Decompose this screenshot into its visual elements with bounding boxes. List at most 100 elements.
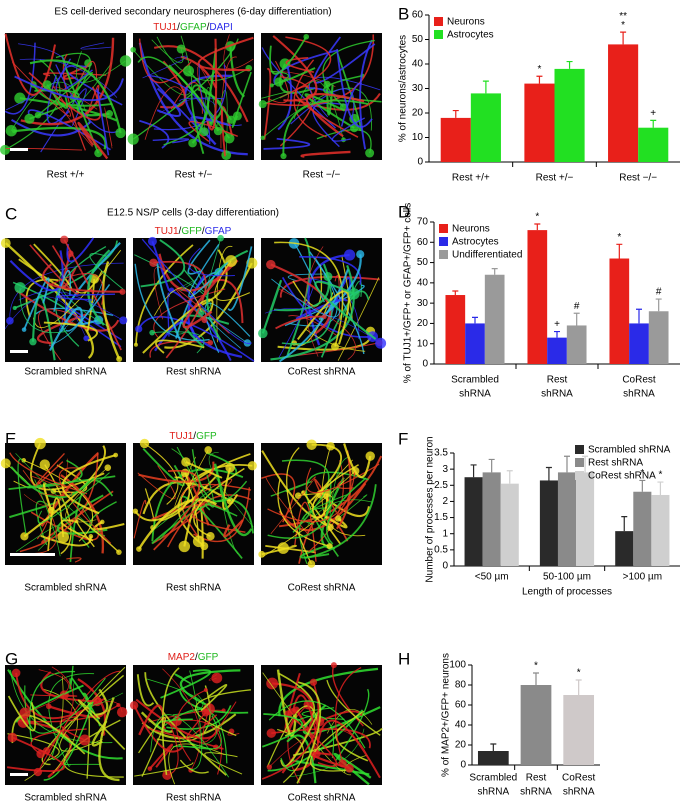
cell [303,34,309,40]
cell [89,534,94,539]
cell [181,457,190,466]
error-bar [576,680,582,695]
cell [12,669,21,678]
x-tick-label: <50 µm [475,572,509,583]
y-tick-label: 0 [460,760,466,771]
image-caption: CoRest shRNA [288,583,356,594]
y-tick-label: 20 [455,740,467,751]
legend-label: Undifferentiated [452,250,522,261]
scale-bar [10,553,55,556]
cell [204,688,208,692]
y-tick-label: 0.5 [434,544,448,555]
x-tick-label: Rest +/+ [452,173,490,184]
bar [567,325,587,364]
cell [120,55,131,66]
y-tick-label: 1 [442,528,448,539]
legend-swatch [575,471,584,480]
panel-letter: H [398,649,410,668]
stain-part: TUJ1 [153,22,177,33]
x-tick-label: shRNA [563,787,595,798]
cell [115,128,125,138]
cell [148,766,153,771]
cell [214,127,223,136]
x-tick-label: shRNA [541,389,573,400]
cell [202,709,210,717]
cell [34,768,42,776]
legend-label: Rest shRNA [588,458,643,469]
cell [290,708,297,715]
cell [130,701,138,709]
cell [119,289,125,295]
image-caption: CoRest shRNA [288,367,356,378]
y-tick-label: 10 [417,338,429,349]
bar [576,472,594,566]
bar [527,230,547,364]
image-caption: Scrambled shRNA [24,583,107,594]
y-tick-label: 70 [417,217,429,228]
cell [22,327,27,332]
cell [1,238,11,248]
cell [79,734,90,745]
cell [348,288,359,299]
cell [339,759,347,767]
bar [521,685,552,765]
image-caption: Rest +/− [175,170,213,181]
error-bar [616,244,622,258]
cell [267,764,272,769]
cell [130,47,136,53]
cell [106,110,113,117]
error-bar [472,317,478,323]
cell [292,340,297,345]
significance-mark: * [617,232,621,243]
cell [261,136,265,140]
error-bar [621,517,627,532]
cell [322,314,327,319]
error-bar [546,468,552,481]
y-axis-label: Number of processes per neuron [425,436,436,582]
legend-label: Neurons [452,224,490,235]
cell [331,662,337,668]
panel-letter: C [5,204,17,223]
legend-swatch [439,250,448,259]
panel-title: E12.5 NS/P cells (3-day differentiation) [107,208,279,219]
cell [128,134,139,145]
significance-mark: # [574,301,580,312]
x-tick-label: CoRest [562,773,596,784]
bar [501,484,519,566]
cell [345,764,354,773]
bar [485,275,505,364]
cell [136,546,142,552]
error-bar [507,471,513,484]
cell [104,464,111,471]
y-tick-label: 100 [449,660,466,671]
cell [93,697,102,706]
x-tick-label: CoRest [622,375,656,386]
bar [608,44,638,162]
cell [8,733,18,743]
cell [43,80,52,89]
bar [524,84,554,162]
bar [445,295,465,364]
error-bar [620,32,626,44]
image-caption: CoRest shRNA [288,793,356,804]
cell [149,259,157,267]
image-caption: Rest −/− [303,170,341,181]
legend-swatch [575,445,584,454]
cell [20,532,28,540]
cell [211,673,222,684]
x-tick-label: 50-100 µm [543,572,591,583]
x-tick-label: Rest +/− [536,173,574,184]
significance-mark: + [554,319,560,330]
x-tick-label: Rest [526,773,547,784]
bar [615,531,633,566]
bar [547,338,567,364]
cell [274,77,283,86]
x-tick-label: shRNA [477,787,509,798]
image-caption: Rest shRNA [166,367,221,378]
cell [119,316,127,324]
cell [51,488,57,494]
x-tick-label: Scrambled [469,773,517,784]
cell [193,536,205,548]
cell [202,317,208,323]
legend-swatch [575,458,584,467]
